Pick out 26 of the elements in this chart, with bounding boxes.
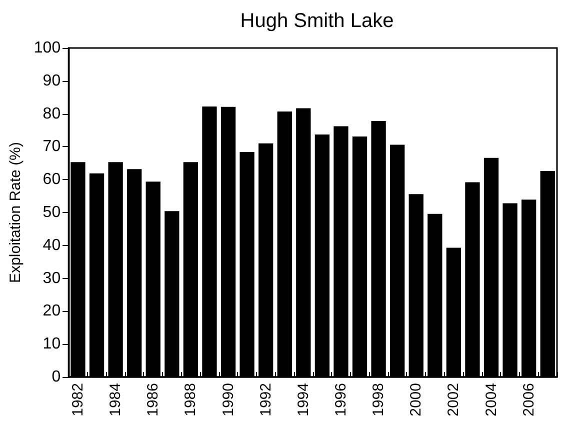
y-tick-label: 30 xyxy=(42,270,61,287)
y-tick-label: 20 xyxy=(42,302,61,320)
x-tick-label: 1982 xyxy=(69,383,86,416)
x-tick-label: 2006 xyxy=(520,383,538,416)
y-tick-label: 70 xyxy=(42,138,61,156)
x-tick-label: 1992 xyxy=(257,383,274,416)
x-tick-label: 1996 xyxy=(332,383,350,416)
x-tick-label: 2004 xyxy=(482,383,500,416)
x-tick-label: 1984 xyxy=(107,383,124,416)
x-tick-label: 1994 xyxy=(294,383,312,416)
x-tick-label: 1990 xyxy=(220,383,237,416)
x-tick-label: 1986 xyxy=(144,383,162,416)
y-tick-label: 100 xyxy=(34,40,61,56)
x-tick-label: 2002 xyxy=(445,383,462,416)
y-tick-label: 80 xyxy=(42,105,61,122)
x-tick-label: 1988 xyxy=(182,383,200,416)
y-axis-title: Exploitation Rate (%) xyxy=(7,142,24,283)
y-tick-label: 0 xyxy=(52,368,61,386)
chart-title: Hugh Smith Lake xyxy=(240,10,394,32)
x-tick-label: 1998 xyxy=(370,383,388,416)
x-tick-label: 2000 xyxy=(408,383,425,416)
y-tick-label: 90 xyxy=(42,72,61,90)
y-tick-label: 60 xyxy=(42,171,61,188)
y-tick-label: 10 xyxy=(42,336,61,353)
y-tick-label: 40 xyxy=(42,236,61,254)
y-tick-label: 50 xyxy=(42,204,61,221)
